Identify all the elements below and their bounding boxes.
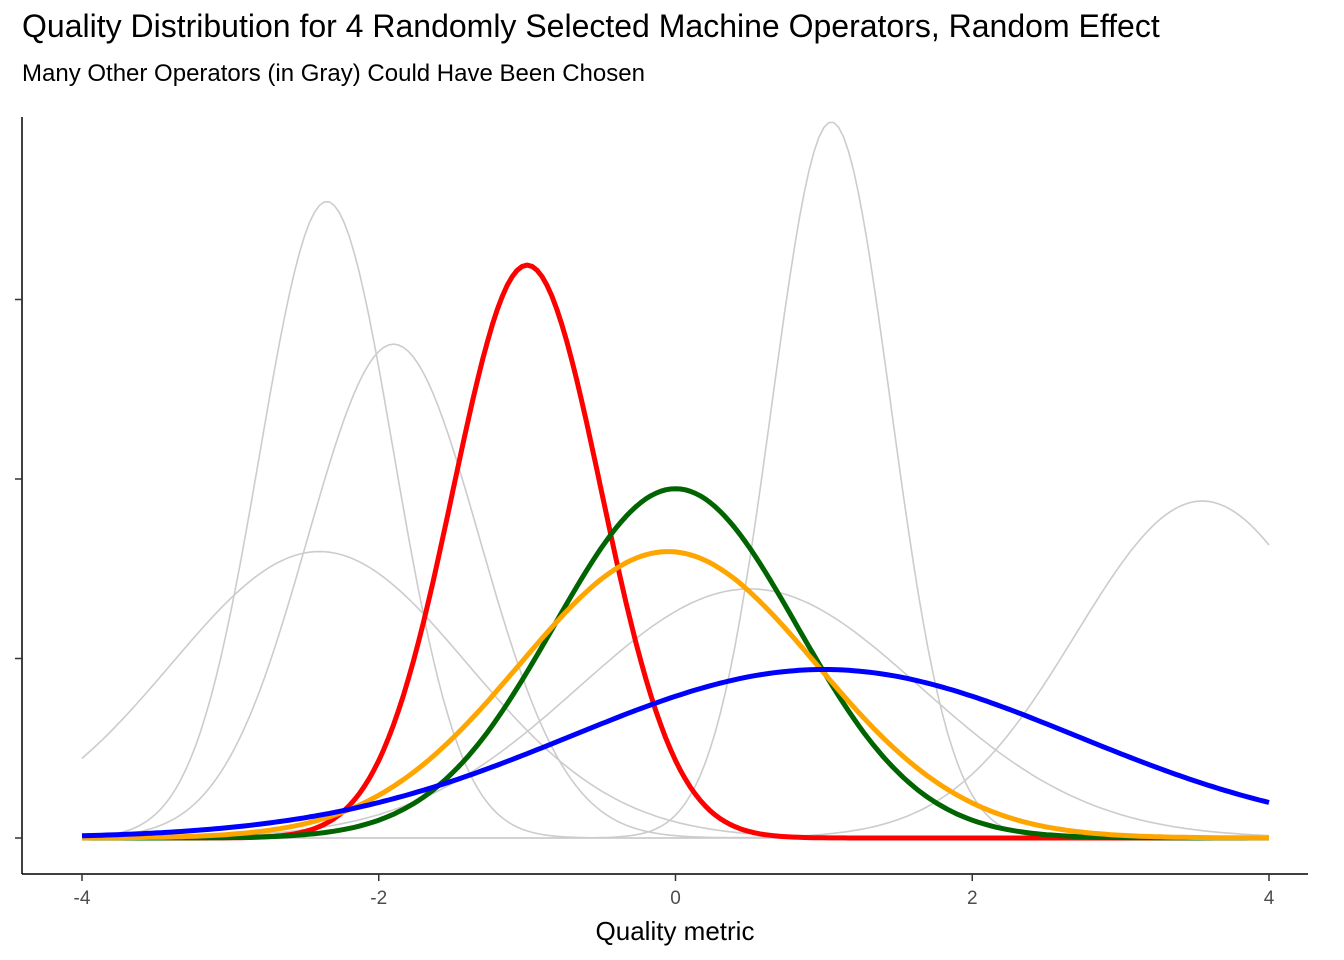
y-axis-ticks bbox=[15, 298, 22, 839]
background-curve-5 bbox=[82, 121, 1269, 839]
chart-subtitle: Many Other Operators (in Gray) Could Hav… bbox=[22, 60, 645, 87]
selected-operator-curves bbox=[81, 262, 1270, 841]
x-axis-title: Quality metric bbox=[596, 916, 755, 946]
x-tick-label-5: 4 bbox=[1264, 888, 1275, 909]
x-tick-label-2: -2 bbox=[370, 888, 387, 909]
x-axis-ticks: -4 -2 0 2 4 bbox=[74, 874, 1275, 909]
background-operator-curves bbox=[81, 121, 1270, 839]
operator-curve-2 bbox=[82, 486, 1269, 841]
x-tick-label-1: -4 bbox=[74, 888, 91, 909]
background-curve-4 bbox=[82, 588, 1270, 839]
x-tick-label-3: 0 bbox=[670, 888, 681, 909]
chart-title: Quality Distribution for 4 Randomly Sele… bbox=[22, 8, 1160, 44]
operator-curve-4 bbox=[81, 667, 1270, 839]
x-tick-label-4: 2 bbox=[967, 888, 978, 909]
operator-curve-3 bbox=[82, 549, 1269, 841]
